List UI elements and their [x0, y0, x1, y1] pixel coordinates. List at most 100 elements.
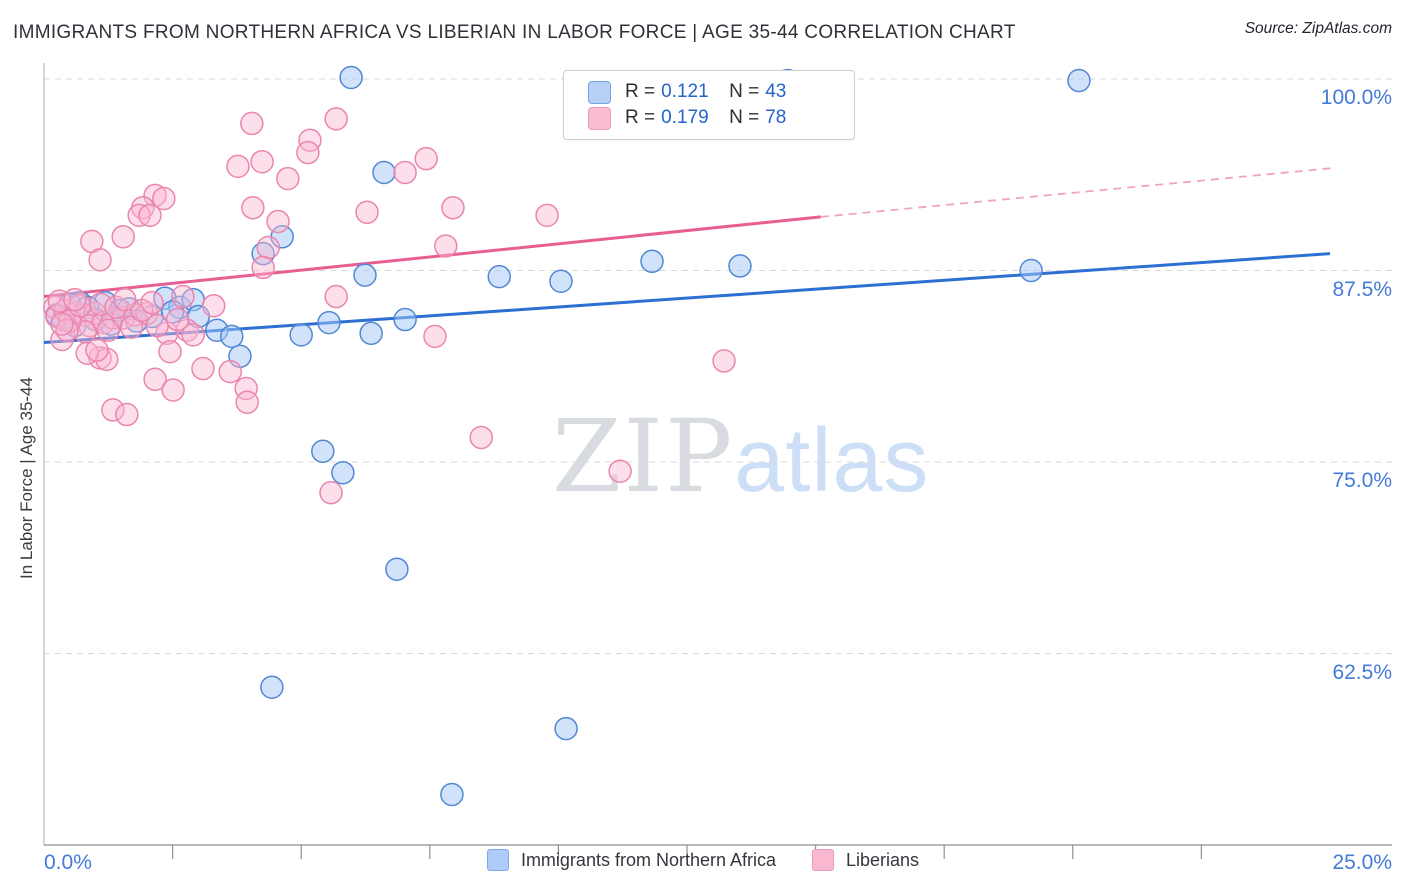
scatter-point-pink[interactable] — [235, 390, 259, 415]
scatter-point-pink[interactable] — [241, 195, 265, 220]
scatter-point-pink[interactable] — [251, 255, 275, 280]
scatter-point-pink[interactable] — [88, 292, 113, 316]
scatter-point-pink[interactable] — [433, 234, 458, 258]
scatter-point-pink[interactable] — [111, 225, 135, 249]
pink-legend-swatch-icon — [812, 849, 835, 871]
scatter-point-pink[interactable] — [393, 160, 417, 185]
scatter-point-blue[interactable] — [487, 264, 511, 289]
scatter-point-pink[interactable] — [165, 307, 190, 332]
scatter-point-blue[interactable] — [339, 65, 363, 90]
scatter-point-pink[interactable] — [319, 480, 343, 505]
scatter-point-pink[interactable] — [535, 203, 559, 228]
scatter-point-pink[interactable] — [152, 186, 176, 211]
n-label: N = — [729, 107, 760, 128]
scatter-point-pink[interactable] — [296, 140, 320, 165]
scatter-point-blue[interactable] — [311, 439, 335, 464]
r-value-pink: 0.179 — [661, 107, 709, 128]
r-label: R = — [625, 81, 656, 102]
scatter-point-pink[interactable] — [324, 107, 348, 131]
scatter-point-pink[interactable] — [240, 111, 264, 136]
scatter-point-pink[interactable] — [712, 349, 736, 373]
scatter-point-pink[interactable] — [191, 356, 215, 381]
scatter-point-pink[interactable] — [119, 315, 144, 339]
scatter-point-blue[interactable] — [331, 460, 355, 485]
scatter-point-pink[interactable] — [202, 293, 226, 318]
scatter-point-blue[interactable] — [359, 321, 383, 346]
x-axis-max-label: 25.0% — [1332, 851, 1392, 874]
scatter-point-blue[interactable] — [385, 557, 409, 581]
r-label: R = — [625, 107, 656, 128]
n-label: N = — [729, 81, 760, 102]
y-axis-tick-label: 62.5% — [1332, 660, 1392, 684]
n-value-pink: 78 — [765, 107, 787, 128]
y-axis-tick-label: 87.5% — [1332, 277, 1392, 301]
scatter-point-blue[interactable] — [393, 307, 417, 332]
scatter-point-blue[interactable] — [260, 675, 284, 699]
scatter-point-pink[interactable] — [63, 287, 87, 312]
scatter-point-blue[interactable] — [640, 249, 664, 274]
scatter-point-pink[interactable] — [158, 339, 182, 364]
legend-row-northern-africa: R = 0.121 N = 43 — [588, 79, 840, 105]
scatter-point-blue[interactable] — [372, 160, 396, 185]
scatter-point-blue[interactable] — [317, 310, 341, 335]
scatter-point-blue[interactable] — [220, 324, 244, 349]
scatter-point-pink[interactable] — [414, 146, 438, 171]
r-value-blue: 0.121 — [661, 81, 709, 102]
y-axis-tick-label: 100.0% — [1320, 86, 1392, 109]
scatter-point-pink[interactable] — [218, 359, 242, 384]
scatter-point-pink[interactable] — [441, 195, 465, 220]
series-legend: Immigrants from Northern Africa Liberian… — [0, 849, 1406, 871]
pink-trendline-dashed — [820, 166, 1336, 218]
scatter-point-pink[interactable] — [143, 367, 167, 392]
scatter-point-pink[interactable] — [50, 312, 74, 336]
legend-item-liberians: Liberians — [812, 849, 919, 871]
legend-row-liberians: R = 0.179 N = 78 — [588, 105, 840, 131]
scatter-point-pink[interactable] — [96, 318, 121, 342]
scatter-point-blue[interactable] — [353, 263, 377, 287]
blue-trendline-solid — [43, 252, 1331, 345]
scatter-point-pink[interactable] — [85, 338, 109, 362]
correlation-legend-box: R = 0.121 N = 43 R = 0.179 N = 78 — [563, 70, 855, 140]
scatter-point-pink[interactable] — [161, 378, 185, 402]
scatter-point-pink[interactable] — [138, 203, 162, 228]
scatter-point-pink[interactable] — [256, 235, 281, 260]
blue-legend-swatch-icon — [486, 849, 509, 871]
scatter-point-pink[interactable] — [266, 209, 290, 234]
scatter-point-pink[interactable] — [181, 323, 205, 347]
pink-series-swatch-icon — [588, 106, 611, 130]
scatter-point-pink[interactable] — [226, 154, 250, 179]
scatter-point-pink[interactable] — [88, 248, 112, 272]
scatter-point-pink[interactable] — [423, 324, 447, 349]
scatter-point-blue[interactable] — [1067, 68, 1091, 93]
scatter-point-pink[interactable] — [113, 287, 137, 312]
blue-series-swatch-icon — [588, 80, 611, 104]
scatter-point-pink[interactable] — [324, 284, 348, 309]
scatter-point-pink[interactable] — [276, 166, 300, 191]
n-value-blue: 43 — [765, 81, 787, 102]
scatter-point-blue[interactable] — [440, 782, 464, 807]
scatter-point-pink[interactable] — [469, 425, 493, 450]
scatter-point-blue[interactable] — [554, 716, 578, 741]
scatter-point-pink[interactable] — [171, 284, 195, 309]
scatter-point-pink[interactable] — [75, 341, 99, 365]
scatter-point-blue[interactable] — [549, 269, 573, 293]
scatter-point-blue[interactable] — [1019, 258, 1043, 283]
scatter-point-pink[interactable] — [298, 128, 322, 153]
source-attribution: Source: ZipAtlas.com — [1244, 20, 1392, 37]
legend-item-label: Immigrants from Northern Africa — [520, 849, 777, 870]
scatter-point-pink[interactable] — [355, 200, 379, 225]
scatter-point-pink[interactable] — [101, 398, 125, 422]
legend-item-northern-africa: Immigrants from Northern Africa — [486, 849, 777, 871]
scatter-point-blue[interactable] — [728, 254, 752, 278]
pink-trendline-solid — [43, 215, 821, 299]
x-axis-min-label: 0.0% — [44, 851, 92, 874]
legend-item-label: Liberians — [846, 849, 920, 870]
scatter-point-pink[interactable] — [250, 149, 274, 174]
page-title: IMMIGRANTS FROM NORTHERN AFRICA VS LIBER… — [13, 22, 1016, 43]
scatter-point-pink[interactable] — [140, 290, 164, 315]
scatter-point-pink[interactable] — [608, 459, 632, 483]
scatter-point-pink[interactable] — [115, 402, 139, 427]
scatter-point-blue[interactable] — [289, 323, 313, 347]
